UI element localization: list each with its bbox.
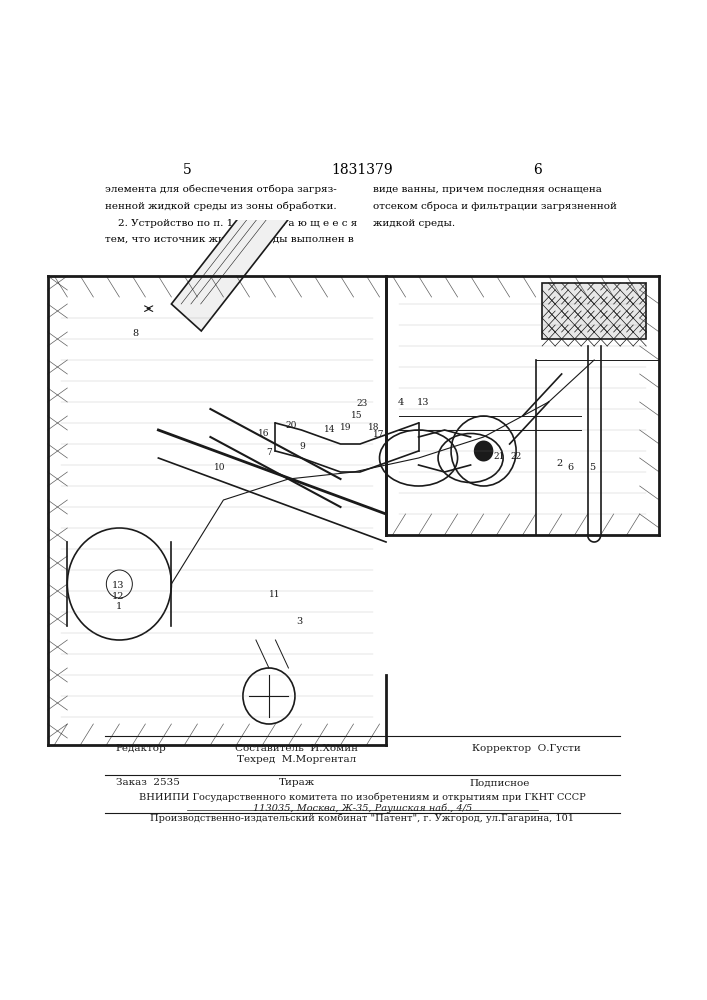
- Text: 6: 6: [533, 163, 542, 177]
- Text: 5: 5: [590, 463, 595, 472]
- Text: Подписное: Подписное: [469, 778, 530, 787]
- Text: ВНИИПИ Государственного комитета по изобретениям и открытиям при ГКНТ СССР: ВНИИПИ Государственного комитета по изоб…: [139, 792, 585, 802]
- Text: 20: 20: [286, 421, 297, 430]
- Text: 21: 21: [493, 452, 505, 461]
- Text: Редактор: Редактор: [116, 744, 167, 753]
- Text: 17: 17: [373, 430, 385, 439]
- Text: Заказ  2535: Заказ 2535: [116, 778, 180, 787]
- Text: 22: 22: [510, 452, 521, 461]
- Text: 12: 12: [112, 592, 124, 601]
- Text: виде ванны, причем последняя оснащена: виде ванны, причем последняя оснащена: [373, 185, 602, 194]
- Text: элемента для обеспечения отбора загряз-: элемента для обеспечения отбора загряз-: [105, 185, 337, 194]
- Text: отсеком сброса и фильтрации загрязненной: отсеком сброса и фильтрации загрязненной: [373, 202, 617, 211]
- Text: Тираж: Тираж: [279, 778, 315, 787]
- Text: 13: 13: [416, 398, 429, 407]
- Text: 2: 2: [556, 460, 563, 468]
- Text: 5: 5: [182, 163, 192, 177]
- Text: тем, что источник жидкой среды выполнен в: тем, что источник жидкой среды выполнен …: [105, 235, 354, 244]
- Text: 113035, Москва, Ж-35, Раушская наб., 4/5: 113035, Москва, Ж-35, Раушская наб., 4/5: [252, 804, 472, 813]
- Text: 2. Устройство по п. 1, о т л и ч а ю щ е е с я: 2. Устройство по п. 1, о т л и ч а ю щ е…: [105, 219, 357, 228]
- Text: 6: 6: [568, 463, 573, 472]
- Text: 9: 9: [299, 442, 305, 451]
- Text: Составитель  И.Хомин: Составитель И.Хомин: [235, 744, 358, 753]
- Text: Техред  М.Моргентал: Техред М.Моргентал: [237, 755, 356, 764]
- Text: 4: 4: [397, 398, 404, 407]
- Circle shape: [474, 440, 493, 462]
- Text: 10: 10: [214, 463, 226, 472]
- Text: 1: 1: [115, 602, 122, 611]
- Bar: [542, 283, 646, 339]
- Text: Производственно-издательский комбинат "Патент", г. Ужгород, ул.Гагарина, 101: Производственно-издательский комбинат "П…: [151, 814, 574, 823]
- Text: 1831379: 1831379: [332, 163, 393, 177]
- Text: 7: 7: [267, 448, 272, 457]
- Text: 15: 15: [351, 411, 363, 420]
- Text: 3: 3: [296, 617, 303, 626]
- Text: 8: 8: [132, 329, 139, 338]
- Text: 13: 13: [112, 581, 124, 590]
- Text: 23: 23: [357, 399, 368, 408]
- Text: Корректор  О.Густи: Корректор О.Густи: [472, 744, 581, 753]
- Text: 14: 14: [324, 425, 335, 434]
- Text: жидкой среды.: жидкой среды.: [373, 219, 455, 228]
- Bar: [171, 186, 293, 331]
- Text: 18: 18: [368, 423, 379, 432]
- Text: 16: 16: [258, 429, 269, 438]
- Text: 19: 19: [340, 423, 351, 432]
- Text: ненной жидкой среды из зоны обработки.: ненной жидкой среды из зоны обработки.: [105, 202, 337, 211]
- Text: 11: 11: [269, 590, 281, 599]
